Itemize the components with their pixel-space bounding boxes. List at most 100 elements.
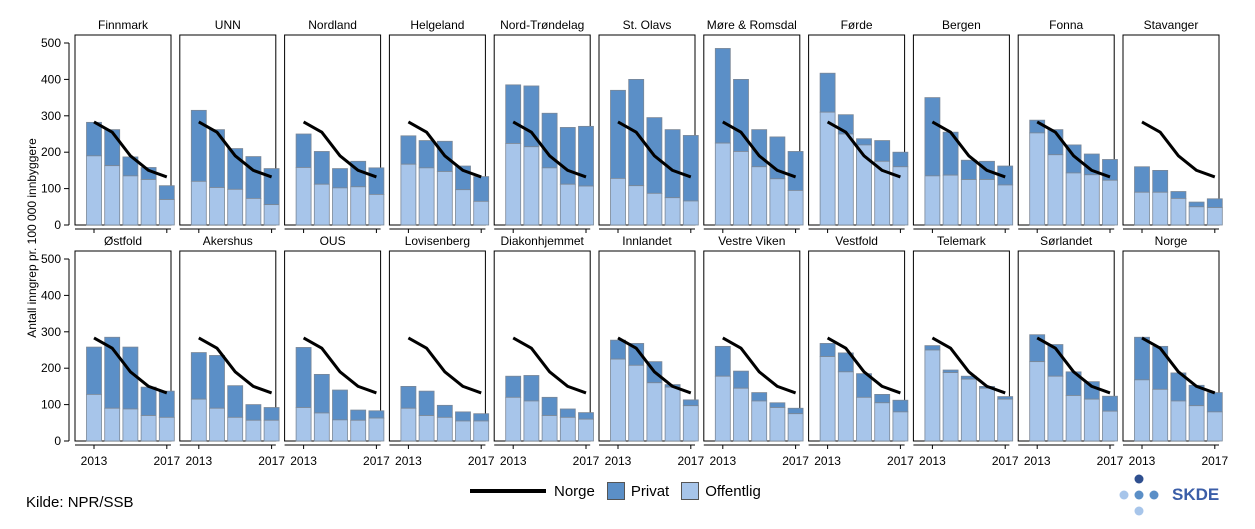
x-tick-label: 2017 xyxy=(677,454,704,468)
bar-privat xyxy=(714,345,731,377)
bar-privat xyxy=(368,167,385,195)
y-tick-label: 0 xyxy=(54,218,61,232)
bar-offentlig xyxy=(646,382,663,442)
bar-privat xyxy=(819,343,836,357)
bar-privat xyxy=(714,48,731,144)
x-tick-label: 2013 xyxy=(919,454,946,468)
bar-offentlig xyxy=(960,179,977,226)
x-tick-label: 2013 xyxy=(814,454,841,468)
norge-line xyxy=(617,336,692,395)
bar-offentlig xyxy=(1083,174,1100,226)
bar-privat xyxy=(733,370,749,389)
x-tick-label: 2017 xyxy=(1201,454,1228,468)
y-tick-label: 200 xyxy=(41,145,61,159)
norge-line xyxy=(931,120,1006,179)
bar-offentlig xyxy=(997,398,1014,442)
bar-offentlig xyxy=(733,151,749,226)
bar-offentlig xyxy=(682,405,699,442)
bar-privat xyxy=(892,399,909,413)
bar-privat xyxy=(1206,198,1223,208)
bar-offentlig xyxy=(158,416,175,442)
bar-offentlig xyxy=(505,396,522,442)
bar-privat xyxy=(1102,159,1118,181)
x-tick-label: 2017 xyxy=(1097,454,1124,468)
bar-privat xyxy=(1083,381,1100,400)
x-tick-label: 2013 xyxy=(81,454,108,468)
bar-privat xyxy=(245,404,262,421)
legend-label-offentlig: Offentlig xyxy=(705,482,761,500)
bar-offentlig xyxy=(505,143,522,226)
legend-swatch-privat xyxy=(606,482,625,500)
bar-privat xyxy=(140,386,157,416)
bar-privat xyxy=(332,168,348,189)
legend: Norge Privat Offentlig xyxy=(470,481,773,501)
bar-offentlig xyxy=(140,415,157,442)
x-tick-label: 2017 xyxy=(258,454,285,468)
bar-privat xyxy=(1188,201,1205,208)
bar-privat xyxy=(158,390,175,418)
y-tick-label: 0 xyxy=(54,434,61,448)
y-axis-label: Antall inngrep pr. 100 000 innbyggere xyxy=(25,138,39,338)
bar-offentlig xyxy=(158,199,175,226)
bar-privat xyxy=(332,389,348,421)
bar-offentlig xyxy=(245,419,262,442)
bar-offentlig xyxy=(787,190,804,226)
bar-offentlig xyxy=(313,183,330,226)
bar-offentlig xyxy=(104,407,121,442)
x-tick-label: 2013 xyxy=(185,454,212,468)
panel-title: Nord-Trøndelag xyxy=(500,18,584,32)
bar-offentlig xyxy=(892,166,909,226)
bar-privat xyxy=(473,176,490,202)
bar-offentlig xyxy=(263,419,280,442)
bar-privat xyxy=(158,185,175,200)
bar-offentlig xyxy=(1029,132,1046,226)
bar-offentlig xyxy=(769,178,786,226)
panel-title: Telemark xyxy=(937,234,987,248)
x-tick-label: 2013 xyxy=(1129,454,1156,468)
bar-privat xyxy=(86,346,102,395)
bar-offentlig xyxy=(1206,411,1223,442)
bar-offentlig xyxy=(190,180,207,226)
bar-offentlig xyxy=(245,198,262,226)
bar-offentlig xyxy=(190,398,207,442)
x-tick-label: 2017 xyxy=(573,454,600,468)
norge-line xyxy=(407,120,482,179)
bar-privat xyxy=(769,402,786,408)
bar-offentlig xyxy=(682,200,699,226)
bar-offentlig xyxy=(368,417,385,442)
y-tick-label: 100 xyxy=(41,398,61,412)
panel-title: Vestre Viken xyxy=(718,234,785,248)
bar-offentlig xyxy=(924,175,941,226)
bar-privat xyxy=(610,339,626,360)
bar-privat xyxy=(436,404,453,418)
legend-item-privat: Privat xyxy=(606,482,670,500)
bar-offentlig xyxy=(1152,388,1169,442)
bar-offentlig xyxy=(227,188,244,226)
bar-privat xyxy=(960,159,977,180)
bar-offentlig xyxy=(350,186,367,226)
y-tick-label: 200 xyxy=(41,361,61,375)
panel-title: UNN xyxy=(215,18,241,32)
bar-offentlig xyxy=(332,419,348,442)
bar-privat xyxy=(578,125,594,187)
bar-privat xyxy=(313,373,330,414)
bar-privat xyxy=(209,355,225,409)
y-tick-label: 400 xyxy=(41,72,61,86)
bar-offentlig xyxy=(86,394,102,442)
bar-offentlig xyxy=(263,204,280,226)
panel-title: Møre & Romsdal xyxy=(707,18,797,32)
norge-line xyxy=(407,336,482,395)
bar-privat xyxy=(505,84,522,144)
bar-offentlig xyxy=(979,387,995,442)
panel-title: Østfold xyxy=(104,234,142,248)
bar-privat xyxy=(295,347,312,408)
x-tick-label: 2013 xyxy=(290,454,317,468)
bar-offentlig xyxy=(628,185,645,226)
bar-offentlig xyxy=(787,413,804,442)
bar-offentlig xyxy=(714,142,731,226)
bar-offentlig xyxy=(523,400,540,442)
x-tick-label: 2017 xyxy=(887,454,914,468)
bar-offentlig xyxy=(1152,191,1169,226)
legend-label-privat: Privat xyxy=(630,482,670,500)
skde-dots-icon xyxy=(1119,474,1159,516)
